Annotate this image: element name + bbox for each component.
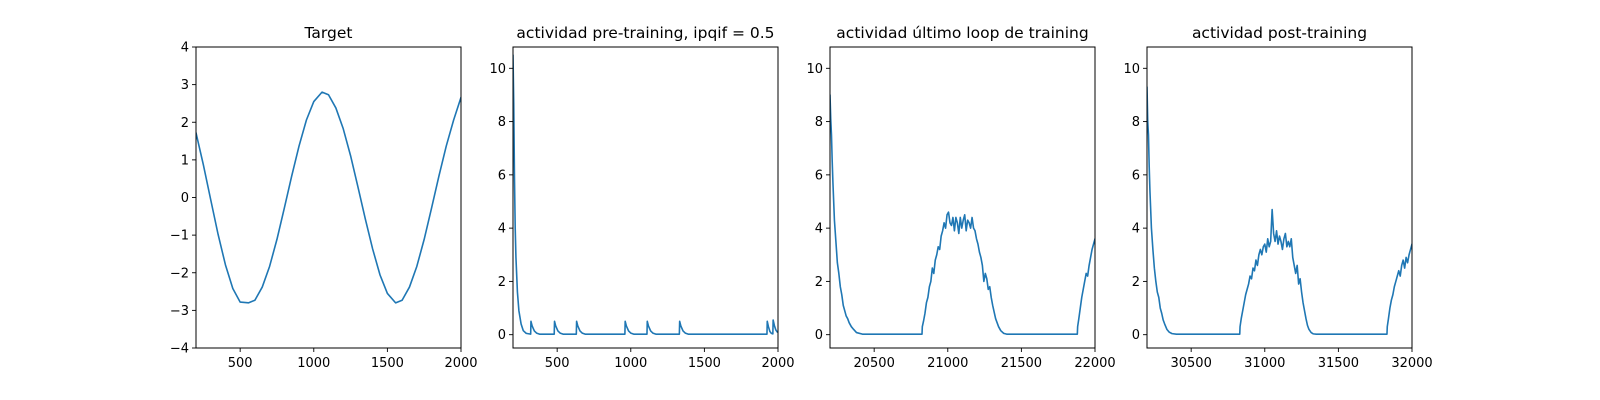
x-tick-label: 1500	[688, 356, 721, 371]
x-tick-label: 500	[545, 356, 570, 371]
y-tick-label: 2	[498, 275, 506, 290]
y-tick-label: 10	[489, 62, 506, 77]
axes-frame	[512, 46, 779, 349]
panel-title: actividad post-training	[1192, 24, 1367, 42]
panel-title: Target	[304, 24, 353, 42]
y-tick-label: 4	[498, 222, 506, 237]
y-tick-label: 0	[815, 328, 823, 343]
panel-last-training-loop: actividad último loop de training 20500 2…	[806, 24, 1115, 371]
x-tick-label: 31000	[1244, 356, 1285, 371]
panel-target: Target 500 1000 1500 2000 −4 −3 −2 −1 0 1 2 3 4	[170, 24, 478, 371]
y-tick-label: 2	[181, 116, 189, 131]
y-tick-label: −4	[170, 342, 189, 357]
x-tick-label: 500	[228, 356, 253, 371]
x-tick-label: 20500	[853, 356, 894, 371]
y-tick-label: 2	[1132, 275, 1140, 290]
series-line	[1147, 86, 1412, 335]
y-tick-label: 10	[1123, 62, 1140, 77]
x-tick-label: 1500	[371, 356, 404, 371]
x-tick-label: 21500	[1001, 356, 1042, 371]
panel-pre-training: actividad pre-training, ipqif = 0.5 500 1…	[489, 24, 794, 371]
x-tick-label: 32000	[1391, 356, 1432, 371]
panel-title: actividad pre-training, ipqif = 0.5	[516, 24, 774, 42]
y-tick-label: 2	[815, 275, 823, 290]
y-tick-label: −3	[170, 304, 189, 319]
x-tick-label: 1000	[614, 356, 647, 371]
y-tick-label: 8	[815, 115, 823, 130]
y-tick-label: 0	[498, 328, 506, 343]
y-tick-label: −1	[170, 229, 189, 244]
x-tick-label: 1000	[297, 356, 330, 371]
y-tick-label: 6	[815, 168, 823, 183]
series-line	[830, 94, 1095, 335]
y-tick-label: 8	[1132, 115, 1140, 130]
series-line	[513, 54, 778, 335]
y-tick-label: 6	[1132, 168, 1140, 183]
y-tick-label: 10	[806, 62, 823, 77]
x-tick-label: 2000	[444, 356, 477, 371]
y-tick-label: 1	[181, 153, 189, 168]
y-tick-label: 4	[1132, 222, 1140, 237]
y-tick-label: 4	[815, 222, 823, 237]
axes-frame	[1146, 46, 1413, 349]
x-tick-label: 30500	[1170, 356, 1211, 371]
y-tick-label: 4	[181, 41, 189, 56]
y-tick-label: 0	[1132, 328, 1140, 343]
y-tick-label: 0	[181, 191, 189, 206]
x-tick-label: 31500	[1318, 356, 1359, 371]
panel-post-training: actividad post-training 30500 31000 31500 3…	[1123, 24, 1432, 371]
y-tick-label: 3	[181, 78, 189, 93]
y-tick-label: 8	[498, 115, 506, 130]
series-line	[196, 91, 461, 304]
x-tick-label: 2000	[761, 356, 794, 371]
y-tick-label: −2	[170, 266, 189, 281]
y-tick-label: 6	[498, 168, 506, 183]
axes-frame	[829, 46, 1096, 349]
x-tick-label: 21000	[927, 356, 968, 371]
panel-title: actividad último loop de training	[836, 24, 1088, 42]
x-tick-label: 22000	[1074, 356, 1115, 371]
